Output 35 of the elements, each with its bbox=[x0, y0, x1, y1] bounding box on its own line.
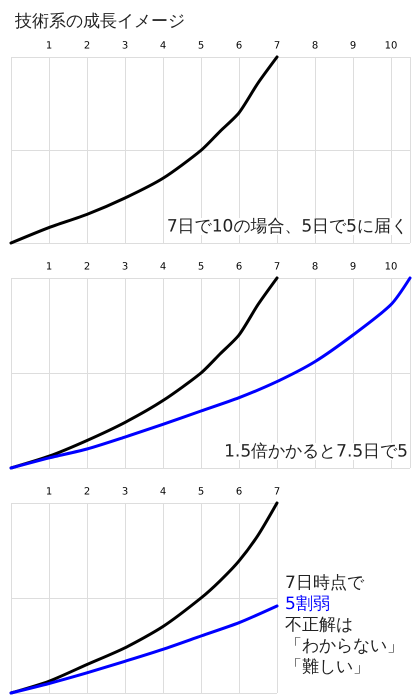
x-tick-label: 8 bbox=[312, 40, 318, 52]
x-tick-label: 3 bbox=[122, 486, 128, 498]
x-tick-label: 7 bbox=[274, 40, 280, 52]
x-tick-label: 5 bbox=[198, 486, 204, 498]
x-tick-label: 8 bbox=[312, 262, 318, 272]
x-tick-label: 2 bbox=[84, 262, 90, 272]
x-tick-label: 7 bbox=[274, 486, 280, 498]
x-tick-label: 2 bbox=[84, 40, 90, 52]
x-tick-label: 1 bbox=[46, 40, 52, 52]
x-tick-label: 10 bbox=[384, 40, 398, 52]
x-tick-label: 10 bbox=[384, 262, 398, 272]
annotation: 1.5倍かかると7.5日で5 bbox=[224, 442, 408, 462]
x-tick-label: 1 bbox=[46, 486, 52, 498]
x-tick-label: 4 bbox=[160, 262, 166, 272]
x-tick-label: 4 bbox=[160, 40, 166, 52]
x-tick-label: 9 bbox=[350, 262, 356, 272]
text: 「難しい」 bbox=[285, 656, 370, 677]
annotation: 7日で10の場合、5日で5に届く bbox=[166, 216, 408, 236]
text: 「わからない」 bbox=[285, 636, 404, 656]
x-tick-label: 5 bbox=[198, 40, 204, 52]
x-tick-label: 3 bbox=[122, 40, 128, 52]
chart-title: 技術系の成長イメージ bbox=[14, 12, 185, 32]
x-tick-label: 6 bbox=[236, 262, 242, 272]
x-tick-label: 2 bbox=[84, 486, 90, 498]
x-tick-label: 5 bbox=[198, 262, 204, 272]
x-tick-label: 6 bbox=[236, 486, 242, 498]
x-tick-label: 1 bbox=[46, 262, 52, 272]
x-tick-label: 9 bbox=[350, 40, 356, 52]
x-tick-label: 3 bbox=[122, 262, 128, 272]
x-tick-label: 4 bbox=[160, 486, 166, 498]
text: 不正解は bbox=[285, 614, 353, 635]
text: 7日時点で bbox=[285, 572, 365, 593]
x-tick-label: 6 bbox=[236, 40, 242, 52]
x-tick-label: 7 bbox=[274, 262, 280, 272]
annotation: 5割弱 bbox=[285, 594, 330, 614]
